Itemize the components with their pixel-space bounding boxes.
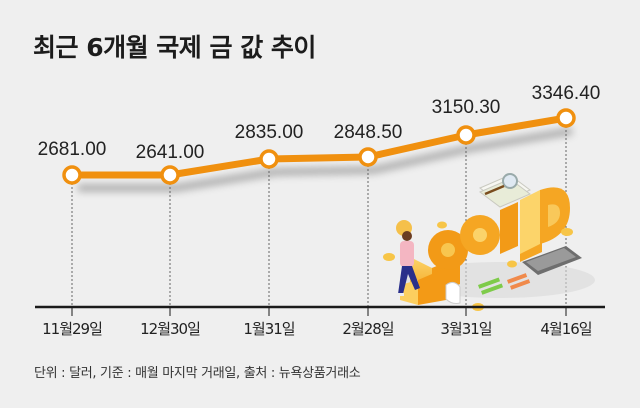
data-markers (62, 108, 576, 185)
x-tick-label: 1월31일 (243, 320, 294, 338)
value-label: 2848.50 (334, 122, 403, 143)
gold-price-line (72, 114, 567, 179)
data-point (358, 147, 378, 167)
x-tick-label: 2월28일 (342, 320, 393, 338)
value-label: 2835.00 (235, 122, 304, 143)
x-tick-label: 4월16일 (540, 320, 591, 338)
x-axis-labels: 11월29일 12월30일 1월31일 2월28일 3월31일 4월16일 (42, 320, 593, 338)
money-magnifier-icon (479, 173, 531, 208)
data-point (259, 149, 279, 169)
value-label: 2681.00 (38, 139, 107, 160)
value-label: 3150.30 (432, 97, 501, 118)
calculator-icon (522, 246, 582, 275)
gold-illustration (383, 173, 595, 311)
source-note: 단위 : 달러, 기준 : 매월 마지막 거래일, 출처 : 뉴욕상품거래소 (34, 366, 361, 381)
x-tick-label: 11월29일 (42, 320, 102, 338)
data-point (62, 165, 82, 185)
data-point (556, 108, 576, 128)
value-label: 2641.00 (136, 142, 205, 163)
bar-graphic (478, 273, 531, 295)
value-labels: 2681.00 2641.00 2835.00 2848.50 3150.30 … (38, 83, 601, 163)
x-tick-label: 3월31일 (440, 320, 491, 338)
chart-title: 최근 6개월 국제 금 값 추이 (33, 33, 316, 62)
value-label: 3346.40 (532, 83, 601, 104)
x-axis-ticks (71, 307, 567, 316)
x-tick-label: 12월30일 (140, 320, 200, 338)
data-point (456, 125, 476, 145)
person-carrying-coin-icon (396, 220, 420, 296)
data-point (160, 165, 180, 185)
